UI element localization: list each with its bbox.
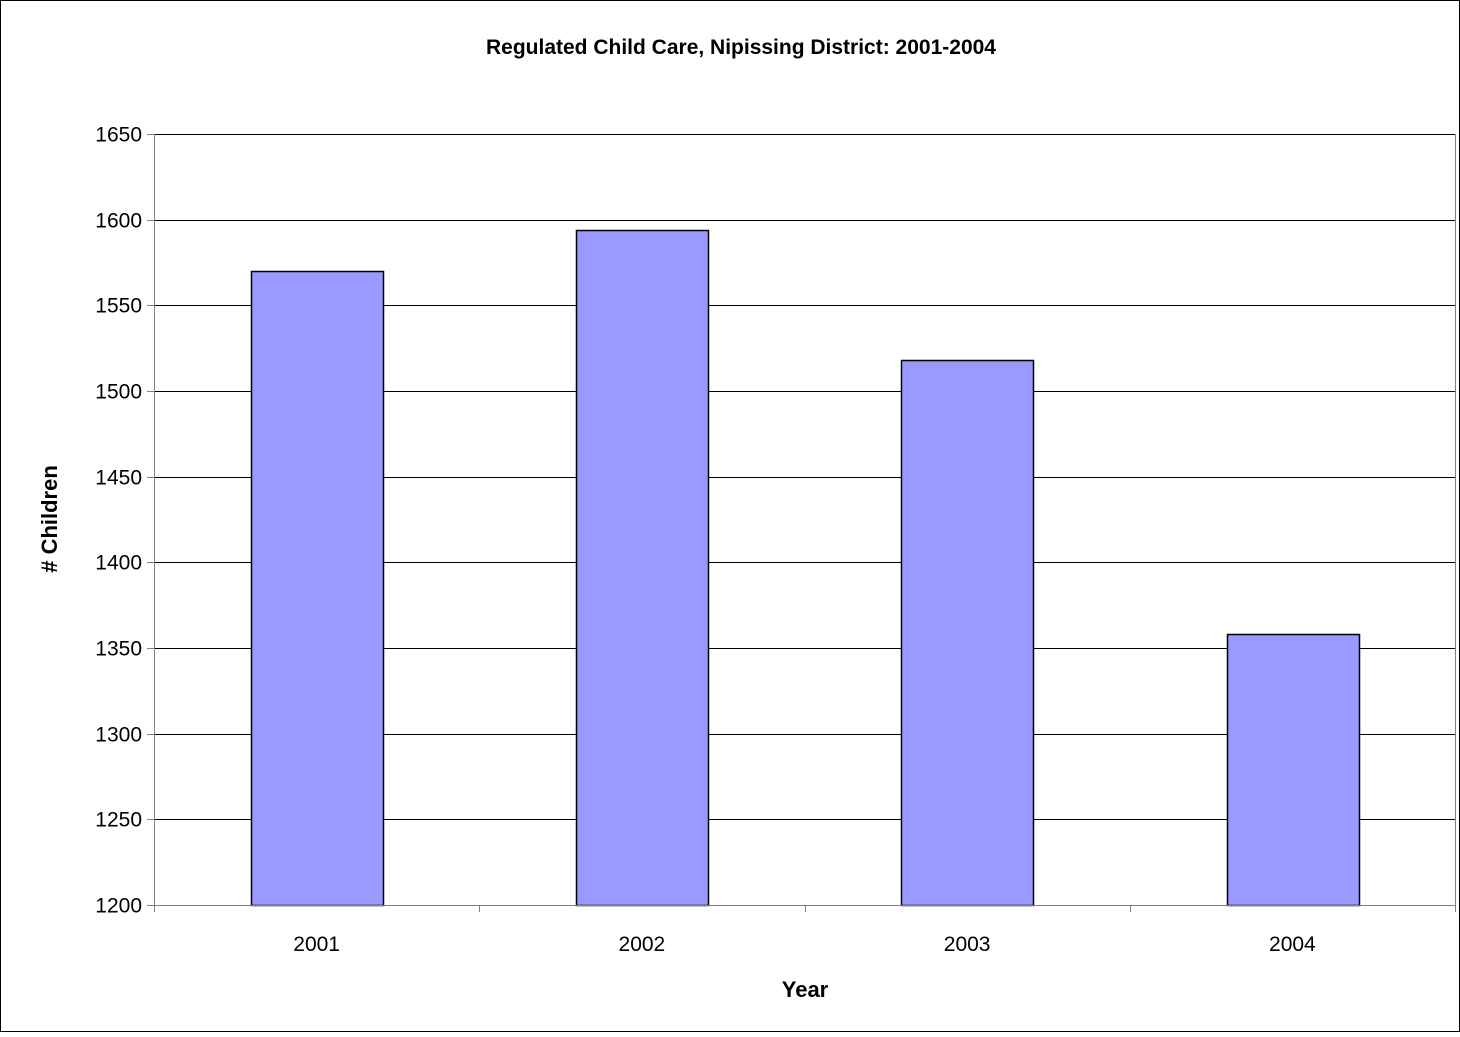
- y-tick-labels: 1200 1250 1300 1350 1400 1450 1500 1550 1600 1650: [95, 124, 142, 918]
- x-axis-title: Year: [782, 977, 829, 1002]
- bar-2002: [575, 229, 710, 907]
- x-tick-label: 2001: [293, 933, 340, 956]
- x-tick-label: 2002: [619, 933, 666, 956]
- y-tick-label: 1250: [95, 809, 142, 832]
- y-axis-title: # Children: [37, 465, 62, 573]
- y-tick-label: 1200: [95, 895, 142, 918]
- x-tick-label: 2004: [1269, 933, 1316, 956]
- y-tick-label: 1600: [95, 210, 142, 233]
- y-tick-label: 1450: [95, 467, 142, 490]
- y-tick-label: 1300: [95, 724, 142, 747]
- y-tick-label: 1400: [95, 552, 142, 575]
- axes: [147, 134, 1456, 912]
- y-tick-label: 1550: [95, 295, 142, 318]
- bar-2003: [900, 359, 1035, 907]
- chart-title: Regulated Child Care, Nipissing District…: [486, 36, 996, 59]
- x-tick-label: 2003: [944, 933, 991, 956]
- bars: [250, 229, 1361, 907]
- y-tick-label: 1500: [95, 381, 142, 404]
- bar-2004: [1226, 633, 1361, 907]
- y-tick-label: 1650: [95, 124, 142, 147]
- y-tick-label: 1350: [95, 638, 142, 661]
- x-tick-labels: 2001 2002 2003 2004: [293, 933, 1316, 956]
- bar-2001: [250, 270, 385, 907]
